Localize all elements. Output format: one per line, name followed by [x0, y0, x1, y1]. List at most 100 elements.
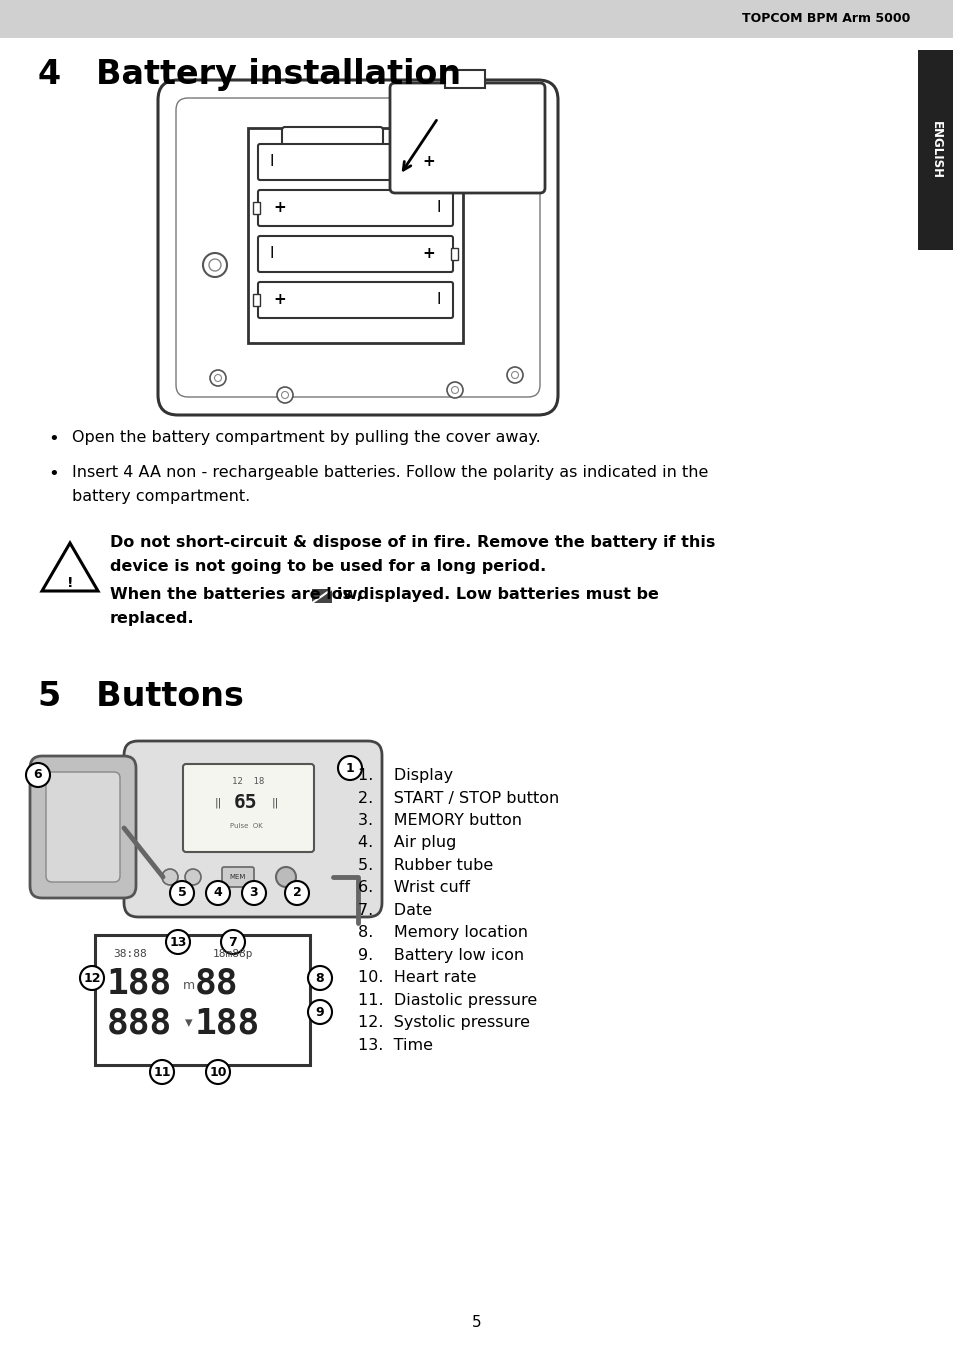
Text: 13: 13: [169, 936, 187, 949]
Text: battery compartment.: battery compartment.: [71, 489, 250, 504]
Circle shape: [209, 259, 221, 271]
Text: 12.  Systolic pressure: 12. Systolic pressure: [357, 1015, 530, 1030]
Circle shape: [80, 967, 104, 990]
Text: •: •: [48, 464, 59, 483]
Circle shape: [214, 374, 221, 382]
Text: 5   Buttons: 5 Buttons: [38, 680, 244, 713]
Text: Do not short-circuit & dispose of in fire. Remove the battery if this: Do not short-circuit & dispose of in fir…: [110, 535, 715, 549]
Circle shape: [447, 382, 462, 398]
Text: 9.    Battery low icon: 9. Battery low icon: [357, 948, 523, 963]
FancyBboxPatch shape: [390, 82, 544, 193]
Text: +: +: [274, 201, 286, 216]
Text: I: I: [436, 293, 441, 308]
Text: replaced.: replaced.: [110, 612, 194, 626]
Bar: [451, 157, 457, 167]
Text: m: m: [183, 979, 195, 992]
Circle shape: [276, 387, 293, 404]
Text: 6.    Wrist cuff: 6. Wrist cuff: [357, 880, 470, 895]
Text: 13.  Time: 13. Time: [357, 1038, 433, 1053]
Text: 11.  Diastolic pressure: 11. Diastolic pressure: [357, 994, 537, 1008]
Text: 11: 11: [153, 1065, 171, 1079]
Bar: [95, 936, 310, 1065]
Text: 5: 5: [472, 1315, 481, 1330]
FancyBboxPatch shape: [183, 764, 314, 852]
Bar: [917, 50, 953, 250]
FancyBboxPatch shape: [30, 756, 136, 898]
Text: I: I: [436, 201, 441, 216]
Circle shape: [506, 367, 522, 383]
FancyBboxPatch shape: [46, 772, 120, 882]
Bar: [451, 248, 457, 261]
Circle shape: [26, 763, 50, 787]
Text: 10: 10: [209, 1065, 227, 1079]
Text: MEM: MEM: [230, 873, 246, 880]
Bar: [312, 589, 332, 603]
Text: I: I: [270, 154, 274, 170]
FancyBboxPatch shape: [175, 99, 539, 397]
Text: +: +: [422, 154, 435, 170]
Text: 3.    MEMORY button: 3. MEMORY button: [357, 813, 521, 828]
Bar: [248, 128, 462, 343]
Circle shape: [281, 392, 288, 398]
Text: •: •: [48, 431, 59, 448]
Text: 18m88p: 18m88p: [213, 949, 253, 958]
Circle shape: [162, 869, 178, 886]
Bar: [253, 202, 260, 215]
Text: 2.    START / STOP button: 2. START / STOP button: [357, 791, 558, 806]
Circle shape: [206, 1060, 230, 1084]
FancyBboxPatch shape: [158, 80, 558, 414]
FancyBboxPatch shape: [257, 236, 453, 271]
Text: 9: 9: [315, 1006, 324, 1018]
Text: 88: 88: [194, 967, 238, 1000]
Text: 8: 8: [315, 972, 324, 984]
Text: 8.    Memory location: 8. Memory location: [357, 926, 527, 941]
Bar: [0, 0, 953, 38]
Text: Insert 4 AA non - rechargeable batteries. Follow the polarity as indicated in th: Insert 4 AA non - rechargeable batteries…: [71, 464, 708, 481]
FancyBboxPatch shape: [257, 282, 453, 319]
Text: 5: 5: [177, 887, 186, 899]
Text: ▾: ▾: [185, 1015, 193, 1030]
Text: 12: 12: [83, 972, 101, 984]
Circle shape: [451, 386, 458, 393]
Circle shape: [206, 882, 230, 905]
Circle shape: [210, 370, 226, 386]
Text: When the batteries are low,: When the batteries are low,: [110, 587, 362, 602]
Text: 38:88: 38:88: [112, 949, 147, 958]
Text: 1: 1: [345, 761, 354, 775]
Circle shape: [166, 930, 190, 954]
Text: 888: 888: [107, 1007, 172, 1041]
Text: ||: ||: [271, 796, 278, 807]
Text: 4   Battery installation: 4 Battery installation: [38, 58, 460, 90]
Text: +: +: [274, 293, 286, 308]
Text: ||: ||: [214, 796, 221, 807]
Text: +: +: [422, 247, 435, 262]
Text: 7: 7: [229, 936, 237, 949]
Circle shape: [170, 882, 193, 905]
Text: Pulse  OK: Pulse OK: [230, 824, 262, 829]
Text: 12  18: 12 18: [232, 778, 264, 786]
Text: 188: 188: [107, 967, 172, 1000]
Text: TOPCOM BPM Arm 5000: TOPCOM BPM Arm 5000: [740, 12, 909, 26]
Circle shape: [308, 967, 332, 990]
Circle shape: [337, 756, 361, 780]
Polygon shape: [42, 543, 98, 591]
Bar: [253, 294, 260, 306]
Text: 4: 4: [213, 887, 222, 899]
Circle shape: [242, 882, 266, 905]
FancyBboxPatch shape: [257, 144, 453, 180]
Circle shape: [221, 930, 245, 954]
Text: 4.    Air plug: 4. Air plug: [357, 836, 456, 850]
Text: ENGLISH: ENGLISH: [928, 122, 942, 180]
Bar: [444, 70, 484, 88]
Text: device is not going to be used for a long period.: device is not going to be used for a lon…: [110, 559, 546, 574]
Text: I: I: [270, 247, 274, 262]
Text: is displayed. Low batteries must be: is displayed. Low batteries must be: [336, 587, 659, 602]
Text: 1.    Display: 1. Display: [357, 768, 453, 783]
Text: Open the battery compartment by pulling the cover away.: Open the battery compartment by pulling …: [71, 431, 540, 446]
Text: 188: 188: [194, 1007, 260, 1041]
Circle shape: [150, 1060, 173, 1084]
Text: 7.    Date: 7. Date: [357, 903, 432, 918]
Circle shape: [275, 867, 295, 887]
Circle shape: [308, 1000, 332, 1025]
Circle shape: [185, 869, 201, 886]
